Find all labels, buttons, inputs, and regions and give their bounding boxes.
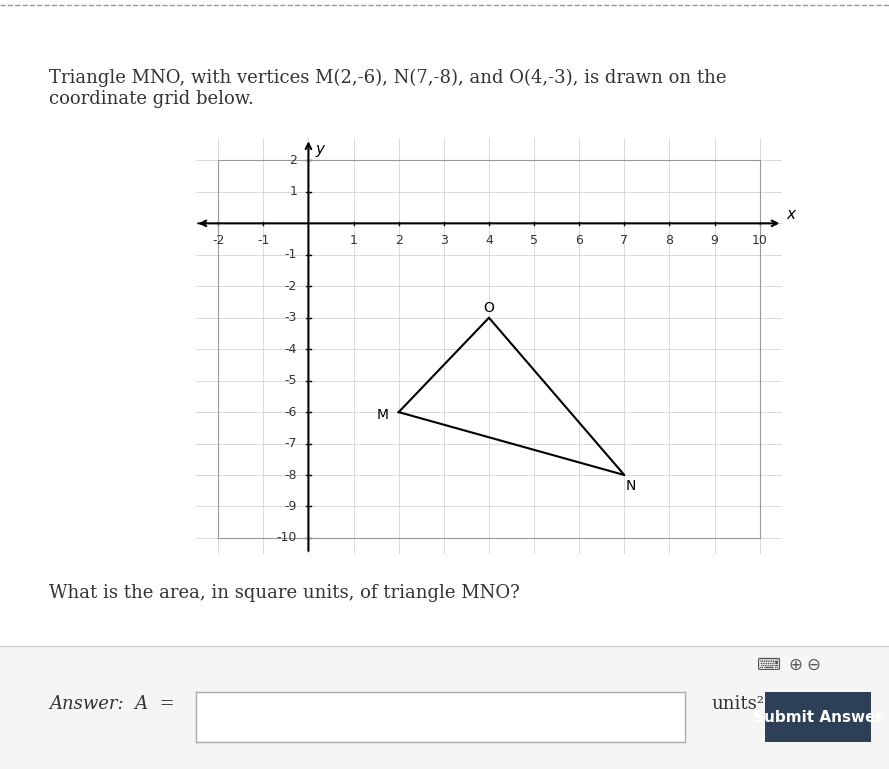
Text: -8: -8: [284, 468, 297, 481]
Text: ⊖: ⊖: [806, 656, 821, 674]
Text: 7: 7: [621, 235, 629, 248]
Text: 1: 1: [349, 235, 357, 248]
Text: x: x: [787, 207, 796, 221]
Text: 1: 1: [289, 185, 297, 198]
Text: -5: -5: [284, 375, 297, 387]
Text: 9: 9: [710, 235, 718, 248]
Text: N: N: [626, 479, 637, 493]
Text: 4: 4: [485, 235, 493, 248]
Text: 5: 5: [530, 235, 538, 248]
Text: -2: -2: [212, 235, 224, 248]
Text: 2: 2: [289, 154, 297, 167]
Text: M: M: [377, 408, 388, 422]
Text: 6: 6: [575, 235, 583, 248]
Text: units²: units²: [711, 694, 765, 713]
Text: -6: -6: [284, 405, 297, 418]
Text: ⊕: ⊕: [789, 656, 803, 674]
Text: 3: 3: [440, 235, 448, 248]
Text: 8: 8: [666, 235, 674, 248]
Text: Triangle MNO, with vertices M(2,-6), N(7,-8), and O(4,-3), is drawn on the
coord: Triangle MNO, with vertices M(2,-6), N(7…: [49, 69, 726, 108]
Text: -7: -7: [284, 437, 297, 450]
Text: -1: -1: [284, 248, 297, 261]
Text: -2: -2: [284, 280, 297, 293]
Text: 2: 2: [395, 235, 403, 248]
Text: y: y: [316, 141, 324, 157]
Text: Submit Answer: Submit Answer: [753, 710, 883, 724]
Text: Answer:  A  =: Answer: A =: [49, 694, 174, 713]
Text: What is the area, in square units, of triangle MNO?: What is the area, in square units, of tr…: [49, 584, 520, 602]
Text: ⌨: ⌨: [757, 656, 781, 674]
Text: -1: -1: [257, 235, 269, 248]
Text: -9: -9: [284, 500, 297, 513]
Text: -3: -3: [284, 311, 297, 325]
Text: -10: -10: [276, 531, 297, 544]
Text: -4: -4: [284, 343, 297, 356]
Text: 10: 10: [752, 235, 768, 248]
Text: O: O: [484, 301, 494, 315]
